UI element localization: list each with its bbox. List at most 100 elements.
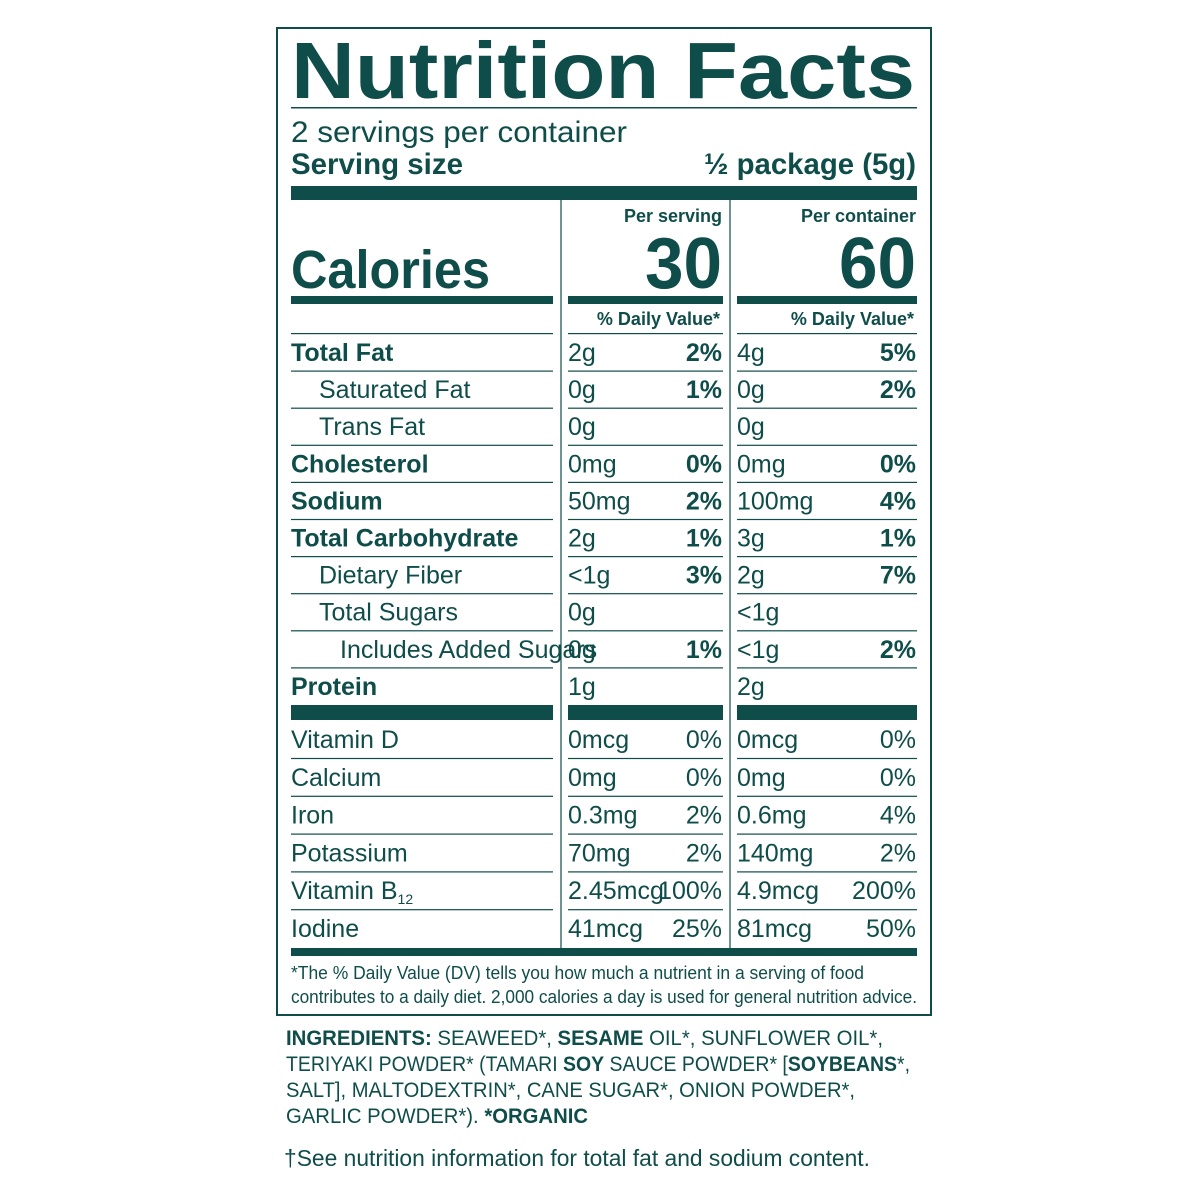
nutrient-name: Cholesterol <box>291 450 429 478</box>
nutrient-name: Trans Fat <box>319 413 425 441</box>
thick-rule <box>291 705 553 720</box>
row-rule <box>737 667 917 669</box>
nutrient-name-text: Saturated Fat <box>319 376 471 404</box>
daily-value: 7% <box>880 562 916 590</box>
ingredients-segment: OIL*, SUNFLOWER OIL*, <box>643 1027 883 1050</box>
row-rule <box>568 556 723 558</box>
nutrient-name: Vitamin D <box>291 726 399 754</box>
nutrient-name-text: Vitamin B <box>291 877 398 905</box>
row-rule <box>737 370 917 372</box>
row-rule <box>291 909 553 911</box>
row-rule <box>568 630 723 632</box>
ingredients-segment: SAUCE POWDER* [ <box>604 1053 788 1076</box>
footnote-line: contributes to a daily diet. 2,000 calor… <box>291 987 917 1007</box>
ingredients-segment: SEAWEED*, <box>432 1027 558 1050</box>
daily-value: 0% <box>880 450 916 478</box>
daily-value: 200% <box>852 877 916 905</box>
nutrient-name: Total Carbohydrate <box>291 525 518 553</box>
amount: 0mg <box>737 764 786 792</box>
daily-value: 2% <box>880 636 916 664</box>
ingredients-line: GARLIC POWDER*). *ORGANIC <box>286 1105 588 1128</box>
amount: 70mg <box>568 839 631 867</box>
nutrient-name-text: Iodine <box>291 915 359 943</box>
row-rule <box>568 757 723 760</box>
nutrient-name: Iodine <box>291 915 359 943</box>
amount: 0mg <box>568 764 617 792</box>
amount: 3g <box>737 525 765 553</box>
row-rule <box>291 593 553 595</box>
row-rule <box>291 871 553 873</box>
servings-per-container: 2 servings per container <box>291 116 627 149</box>
column-heading: Per container <box>801 206 916 226</box>
daily-value: 2% <box>686 339 722 367</box>
row-rule <box>737 518 917 521</box>
nutrient-name-text: Total Sugars <box>319 599 458 627</box>
calories-rule <box>737 296 917 304</box>
bottom-rule <box>291 948 917 956</box>
nutrient-name-text: Includes Added Sugars <box>340 636 597 664</box>
amount: 41mcg <box>568 915 643 943</box>
daily-value: 0% <box>880 726 916 754</box>
amount: 2g <box>737 673 765 701</box>
daily-value: 4% <box>880 487 916 515</box>
ingredients-segment: *, <box>897 1053 910 1076</box>
nutrient-name-text: Potassium <box>291 839 408 867</box>
row-rule <box>737 630 917 632</box>
nutrient-name-text: Total Fat <box>291 339 394 367</box>
ingredients-segment: SOYBEANS <box>788 1053 897 1076</box>
amount: <1g <box>737 599 779 627</box>
row-rule <box>291 833 553 835</box>
nutrient-name-text: Iron <box>291 802 334 830</box>
row-rule <box>737 593 917 595</box>
thick-rule <box>291 186 917 200</box>
row-rule <box>568 833 723 835</box>
daily-value: 25% <box>672 915 722 943</box>
row-rule <box>737 871 917 873</box>
amount: 0mg <box>568 450 617 478</box>
nutrient-name: Calcium <box>291 764 381 792</box>
nutrient-name: Vitamin B12 <box>291 877 413 907</box>
nutrient-name-text: Dietary Fiber <box>319 562 462 590</box>
row-rule <box>568 333 723 335</box>
amount: 0g <box>568 376 596 404</box>
ingredients-segment: *ORGANIC <box>484 1105 588 1128</box>
column-heading: Per serving <box>624 206 722 226</box>
row-rule <box>737 333 917 335</box>
row-rule <box>737 833 917 835</box>
row-rule <box>291 556 553 558</box>
daily-value: 1% <box>880 525 916 553</box>
row-rule <box>291 667 553 669</box>
row-rule <box>568 518 723 521</box>
amount: 2g <box>568 525 596 553</box>
amount: <1g <box>568 562 610 590</box>
amount: 2g <box>737 562 765 590</box>
amount: <1g <box>737 636 779 664</box>
row-rule <box>291 407 553 409</box>
amount: 1g <box>568 673 596 701</box>
ingredients-line: INGREDIENTS: SEAWEED*, SESAME OIL*, SUNF… <box>286 1027 883 1050</box>
row-rule <box>568 871 723 873</box>
row-rule <box>291 444 553 446</box>
nutrient-name-text: Sodium <box>291 487 383 515</box>
nutrient-name: Dietary Fiber <box>319 562 462 590</box>
calories-value: 60 <box>839 224 916 304</box>
amount: 4g <box>737 339 765 367</box>
calories-value: 30 <box>645 224 722 304</box>
row-rule <box>568 444 723 446</box>
daily-value: 0% <box>686 764 722 792</box>
amount: 0g <box>568 413 596 441</box>
amount: 100mg <box>737 487 813 515</box>
row-rule <box>737 556 917 558</box>
daily-value: 2% <box>686 839 722 867</box>
row-rule <box>568 370 723 372</box>
calories-rule <box>291 296 553 304</box>
row-rule <box>291 795 553 797</box>
nutrient-name-text: Vitamin D <box>291 726 399 754</box>
row-rule <box>737 481 917 483</box>
ingredients-line: SALT], MALTODEXTRIN*, CANE SUGAR*, ONION… <box>286 1079 855 1102</box>
daily-value: 1% <box>686 376 722 404</box>
amount: 0mcg <box>568 726 629 754</box>
row-rule <box>291 630 553 632</box>
label-border <box>276 27 932 1016</box>
